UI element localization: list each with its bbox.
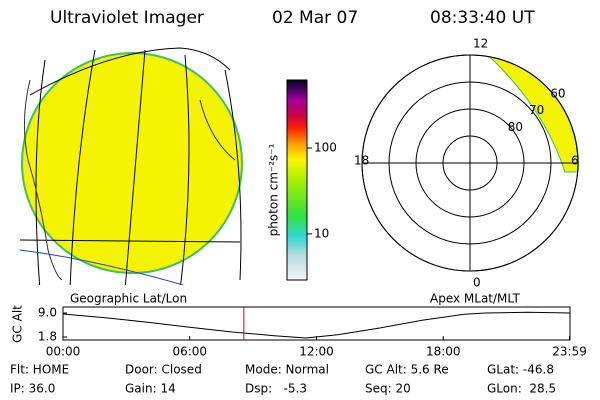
- mlt-label: 6: [571, 154, 579, 168]
- status-field: Seq: 20: [365, 382, 411, 396]
- status-field: IP: 36.0: [10, 382, 55, 396]
- alt-x-tick-label: 00:00: [46, 345, 81, 359]
- alt-x-tick-label: 23:59: [552, 345, 587, 359]
- time: 08:33:40 UT: [430, 8, 535, 28]
- mlt-label: 12: [473, 37, 488, 51]
- alt-axis-label: GC Alt: [11, 305, 25, 343]
- geo-map: [20, 47, 243, 285]
- status-field: Mode: Normal: [245, 363, 329, 377]
- mlt-label: 0: [473, 276, 481, 290]
- altitude-frame: [62, 306, 571, 341]
- mlat-label: 80: [508, 120, 523, 134]
- mlat-label: 70: [529, 103, 544, 117]
- apex-label: Apex MLat/MLT: [430, 292, 520, 306]
- status-field: Door: Closed: [125, 363, 202, 377]
- date: 02 Mar 07: [272, 8, 358, 28]
- mlt-label: 18: [354, 154, 369, 168]
- status-field: Gain: 14: [125, 382, 176, 396]
- geo-label: Geographic Lat/Lon: [70, 292, 187, 306]
- colorbar-tick-label: 10: [314, 226, 329, 240]
- status-field: GLat: -46.8: [487, 363, 554, 377]
- status-field: Flt: HOME: [10, 363, 69, 377]
- colorbar-tick-label: 100: [314, 141, 337, 155]
- status-field: GLon: 28.5: [487, 382, 556, 396]
- alt-x-tick-label: 12:00: [299, 345, 334, 359]
- mlat-label: 60: [550, 87, 565, 101]
- alt-x-tick-label: 18:00: [426, 345, 461, 359]
- colorbar-label: photon cm⁻²s⁻¹: [267, 143, 281, 236]
- status-field: Dsp: -5.3: [245, 382, 307, 396]
- alt-x-tick-label: 06:00: [172, 345, 207, 359]
- title: Ultraviolet Imager: [50, 8, 204, 28]
- altitude-curve: [62, 311, 571, 339]
- status-field: GC Alt: 5.6 Re: [365, 363, 449, 377]
- alt-y-tick-label: 1.8: [38, 330, 57, 344]
- colorbar: [286, 79, 308, 281]
- alt-y-tick-label: 9.0: [38, 306, 57, 320]
